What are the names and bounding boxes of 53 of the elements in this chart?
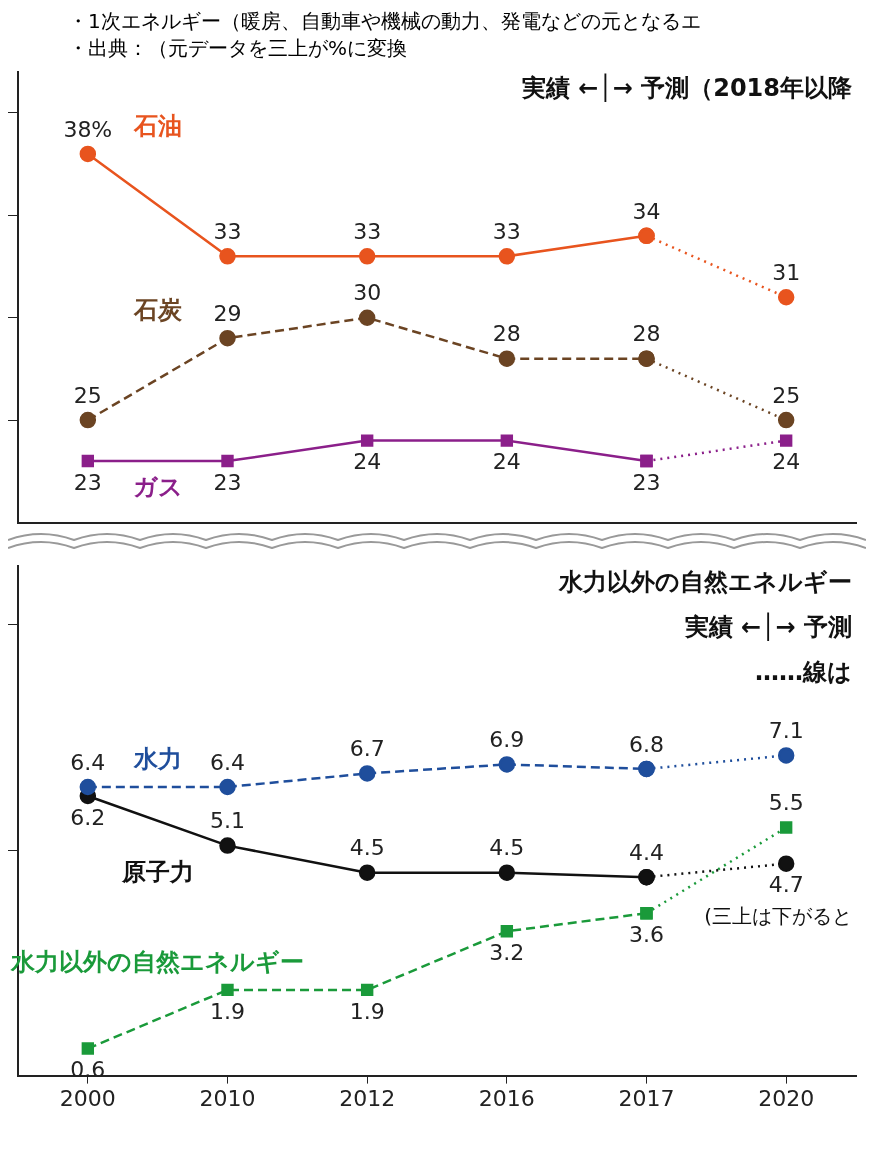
x-tick-label: 2016	[478, 1085, 535, 1111]
chart-subtitle: ・出典：（元データを三上が%に変換	[67, 35, 408, 62]
series-label: 石油	[132, 112, 182, 141]
data-label: 6.2	[70, 804, 106, 830]
data-label: 23	[73, 469, 102, 495]
data-label: 29	[213, 300, 242, 326]
annotation: ……線は	[755, 657, 852, 686]
data-label: 31	[772, 259, 801, 285]
annotation: 実績 ←│→ 予測	[683, 612, 852, 642]
data-label: 3.6	[629, 921, 664, 947]
series-label: 原子力	[120, 857, 194, 886]
data-label: 25	[73, 382, 102, 408]
data-label: 6.7	[349, 736, 385, 762]
data-label: 38%	[63, 116, 113, 142]
series-label: 石炭	[132, 296, 183, 325]
data-label: 33	[492, 219, 521, 245]
data-label: 33	[213, 219, 242, 245]
data-label: 24	[492, 449, 521, 475]
x-tick-label: 2012	[339, 1085, 396, 1111]
data-label: 5.5	[768, 790, 804, 816]
data-label: 6.8	[629, 731, 664, 757]
data-label: 6.4	[210, 749, 245, 775]
data-label: 34	[632, 198, 661, 224]
data-label: 24	[772, 449, 801, 475]
data-label: 23	[213, 469, 242, 495]
data-label: 4.5	[349, 835, 385, 861]
data-label: 1.9	[210, 998, 245, 1024]
data-label: 23	[632, 469, 661, 495]
data-label: 24	[353, 449, 382, 475]
data-label: 6.9	[489, 727, 525, 753]
data-label: 1.9	[349, 998, 385, 1024]
data-label: 3.2	[489, 940, 525, 966]
data-label: 30	[353, 280, 382, 306]
data-label: 28	[632, 321, 661, 347]
data-label: 4.7	[768, 872, 804, 898]
data-label: 6.4	[70, 749, 106, 775]
data-label: 33	[353, 219, 382, 245]
x-tick-label: 2017	[618, 1085, 675, 1111]
data-label: 5.1	[210, 808, 245, 834]
chart-title: ・1次エネルギー（暖房、自動車や機械の動力、発電などの元となるエ	[67, 8, 702, 35]
annotation: (三上は下がると	[704, 903, 853, 928]
series-label: ガス	[132, 473, 183, 502]
data-label: 4.4	[629, 839, 664, 865]
x-tick-label: 2010	[199, 1085, 256, 1111]
x-tick-label: 2000	[59, 1085, 116, 1111]
data-label: 7.1	[768, 718, 804, 744]
x-tick-label: 2020	[758, 1085, 815, 1111]
annotation: 実績 ←│→ 予測（2018年以降	[520, 73, 853, 103]
annotation: 水力以外の自然エネルギー	[558, 568, 852, 597]
data-label: 25	[772, 382, 801, 408]
data-label: 4.5	[489, 835, 525, 861]
data-label: 28	[492, 321, 521, 347]
series-label: 水力	[132, 745, 182, 774]
